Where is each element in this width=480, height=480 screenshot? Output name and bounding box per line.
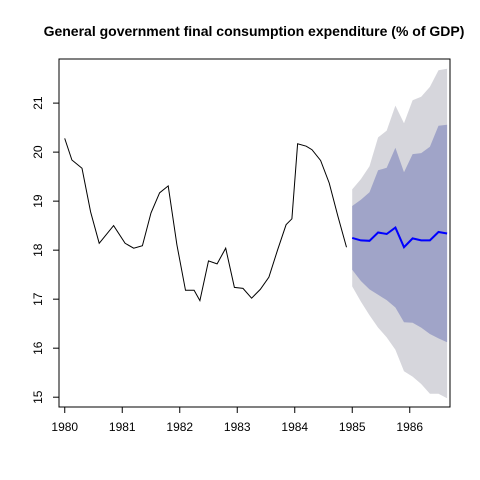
y-axis: 15 16 17 18 19 20 21 — [31, 96, 60, 404]
y-tick-label: 17 — [31, 292, 45, 306]
y-tick-label: 19 — [31, 194, 45, 208]
x-tick-label: 1986 — [396, 420, 423, 434]
y-tick-label: 21 — [31, 96, 45, 110]
y-tick-label: 18 — [31, 243, 45, 257]
y-tick-label: 15 — [31, 390, 45, 404]
y-tick-label: 20 — [31, 145, 45, 159]
x-tick-label: 1983 — [224, 420, 251, 434]
y-tick-label: 16 — [31, 341, 45, 355]
plot-area — [58, 58, 451, 408]
forecast-line — [351, 226, 448, 249]
x-tick-label: 1981 — [109, 420, 136, 434]
x-tick-label: 1980 — [51, 420, 78, 434]
history-layer — [64, 138, 347, 302]
prediction-band-80 — [352, 124, 448, 343]
x-tick-label: 1985 — [339, 420, 366, 434]
x-tick-label: 1982 — [166, 420, 193, 434]
history-line — [64, 138, 347, 302]
x-tick-label: 1984 — [281, 420, 308, 434]
chart-title: General government final consumption exp… — [44, 23, 465, 39]
forecast-layer — [351, 226, 448, 249]
band-80-layer — [352, 124, 448, 343]
x-axis: 1980 1981 1982 1983 1984 1985 1986 — [51, 406, 423, 434]
